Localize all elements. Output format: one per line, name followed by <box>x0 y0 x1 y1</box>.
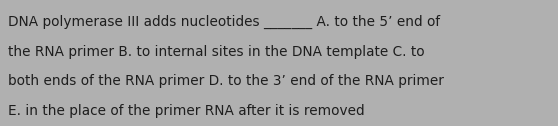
Text: both ends of the RNA primer D. to the 3’ end of the RNA primer: both ends of the RNA primer D. to the 3’… <box>8 74 444 88</box>
Text: the RNA primer B. to internal sites in the DNA template C. to: the RNA primer B. to internal sites in t… <box>8 45 425 59</box>
Text: E. in the place of the primer RNA after it is removed: E. in the place of the primer RNA after … <box>8 104 365 118</box>
Text: DNA polymerase III adds nucleotides _______ A. to the 5’ end of: DNA polymerase III adds nucleotides ____… <box>8 15 440 29</box>
